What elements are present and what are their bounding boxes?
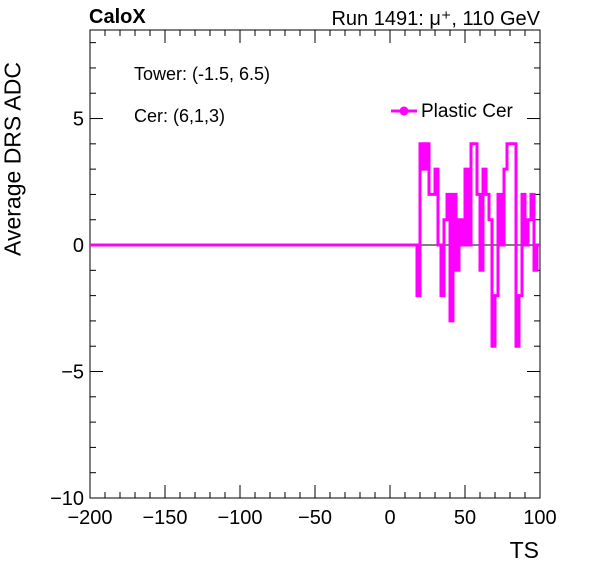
axes [89,29,541,499]
series-line-plastic-cer [90,142,540,348]
experiment-logo: CaloX [89,6,146,28]
plot-frame [89,29,541,499]
y-tick-label: −5 [61,362,84,384]
y-tick-label: 0 [73,235,84,257]
channel-annotation: Cer: (6,1,3) [134,106,226,126]
x-axis-label: TS [509,537,539,563]
y-tick-label: −10 [50,488,84,510]
x-tick-label: 0 [384,507,395,529]
y-axis-label: Average DRS ADC [0,62,26,256]
x-tick-label: 100 [523,507,556,529]
tower-annotation: Tower: (-1.5, 6.5) [134,64,271,84]
x-tick-label: −200 [67,507,112,529]
x-tick-label: −50 [298,507,332,529]
x-tick-label: −150 [142,507,187,529]
legend-swatch-marker [399,106,409,116]
run-info: Run 1491: μ⁺, 110 GeV [331,8,540,30]
tick-labels: −200 −150 −100 −50 0 50 100−10−505 [50,109,557,529]
legend [391,106,417,116]
series-layer [90,142,540,348]
x-tick-label: 50 [454,507,476,529]
x-tick-label: −100 [217,507,262,529]
legend-entry-label: Plastic Cer [421,101,513,122]
y-tick-label: 5 [73,109,84,131]
